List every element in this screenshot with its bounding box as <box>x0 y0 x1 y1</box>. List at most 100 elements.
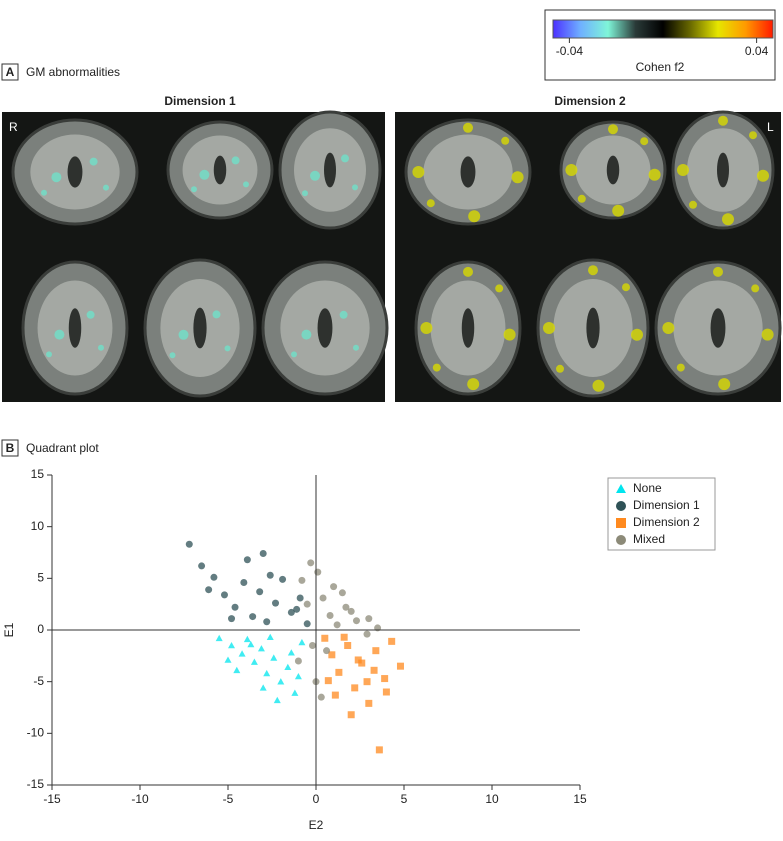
point <box>324 677 332 685</box>
effect-spot <box>191 186 197 193</box>
effect-spot <box>713 266 723 277</box>
effect-spot <box>495 284 504 293</box>
effect-spot <box>302 190 308 197</box>
ventricle <box>460 156 476 188</box>
panel-letter: A <box>6 65 15 79</box>
effect-spot <box>556 364 564 373</box>
panel-letter-box <box>1 439 19 457</box>
effect-spot <box>761 328 774 341</box>
point <box>330 583 338 591</box>
point <box>210 573 218 581</box>
ventricle <box>68 308 82 348</box>
effect-spot <box>341 154 349 163</box>
y-tick-label: -10 <box>27 726 45 740</box>
effect-spot <box>420 322 433 334</box>
point <box>363 630 371 638</box>
point <box>220 591 228 599</box>
effect-spot <box>592 379 605 392</box>
effect-spot <box>426 199 435 208</box>
point <box>198 562 206 570</box>
effect-spot <box>622 283 630 292</box>
point <box>266 633 274 641</box>
effect-spot <box>577 194 586 203</box>
effect-spot <box>757 169 769 182</box>
point <box>351 684 359 692</box>
point <box>263 669 271 677</box>
colorbar-tick-label: 0.04 <box>745 44 769 58</box>
y-axis-label: E1 <box>2 622 16 637</box>
point <box>185 540 193 548</box>
effect-spot <box>199 169 210 180</box>
point <box>250 658 258 665</box>
orientation-label: R <box>9 120 18 134</box>
effect-spot <box>511 171 524 184</box>
effect-spot <box>565 164 578 176</box>
panel-letter: B <box>6 441 15 455</box>
x-axis-label: E2 <box>309 818 324 832</box>
effect-spot <box>751 284 760 293</box>
effect-spot <box>467 378 480 391</box>
point <box>277 678 285 685</box>
orientation-label: L <box>767 120 774 134</box>
point <box>298 576 306 584</box>
point <box>231 603 239 611</box>
legend-marker <box>616 535 626 545</box>
y-tick-label: -15 <box>27 777 45 791</box>
point <box>294 673 302 680</box>
effect-spot <box>243 181 249 188</box>
legend-label: Dimension 1 <box>633 498 700 512</box>
point <box>259 550 267 558</box>
point <box>333 621 341 629</box>
point <box>247 640 255 648</box>
panel-title: GM abnormalities <box>26 65 120 79</box>
effect-spot <box>46 351 52 358</box>
effect-spot <box>89 157 98 166</box>
ventricle <box>67 156 83 188</box>
point <box>256 588 264 596</box>
legend-label: Dimension 2 <box>633 515 700 529</box>
point <box>331 691 339 699</box>
point <box>308 642 316 649</box>
effect-spot <box>98 344 104 351</box>
ventricle <box>324 152 336 188</box>
x-tick-label: 15 <box>573 792 587 806</box>
effect-spot <box>412 166 425 178</box>
point <box>287 649 295 656</box>
ventricle <box>213 155 227 185</box>
dimension-title: Dimension 2 <box>554 94 626 108</box>
ventricle <box>710 308 726 348</box>
point <box>259 684 267 691</box>
effect-spot <box>54 329 65 340</box>
effect-spot <box>463 266 473 277</box>
point <box>284 663 292 670</box>
effect-spot <box>749 131 757 140</box>
point <box>215 634 223 642</box>
legend-box <box>607 477 716 551</box>
point <box>347 607 355 615</box>
point <box>238 650 246 657</box>
point <box>205 586 213 594</box>
point <box>257 645 265 652</box>
effect-spot <box>543 322 555 334</box>
point <box>314 568 322 576</box>
effect-spot <box>722 213 734 226</box>
effect-spot <box>339 310 348 319</box>
point <box>347 711 355 719</box>
effect-spot <box>231 156 240 165</box>
point <box>317 693 325 701</box>
point <box>396 662 404 670</box>
effect-spot <box>588 265 598 276</box>
ventricle <box>717 152 729 188</box>
effect-spot <box>612 204 625 217</box>
effect-spot <box>51 172 62 183</box>
effect-spot <box>608 124 618 135</box>
effect-spot <box>224 345 231 352</box>
point <box>291 689 299 696</box>
y-tick-label: -5 <box>33 674 44 688</box>
effect-spot <box>648 168 661 181</box>
point <box>335 668 343 676</box>
ventricle <box>317 308 333 348</box>
point <box>381 675 389 683</box>
point <box>263 618 271 626</box>
effect-spot <box>676 363 685 372</box>
